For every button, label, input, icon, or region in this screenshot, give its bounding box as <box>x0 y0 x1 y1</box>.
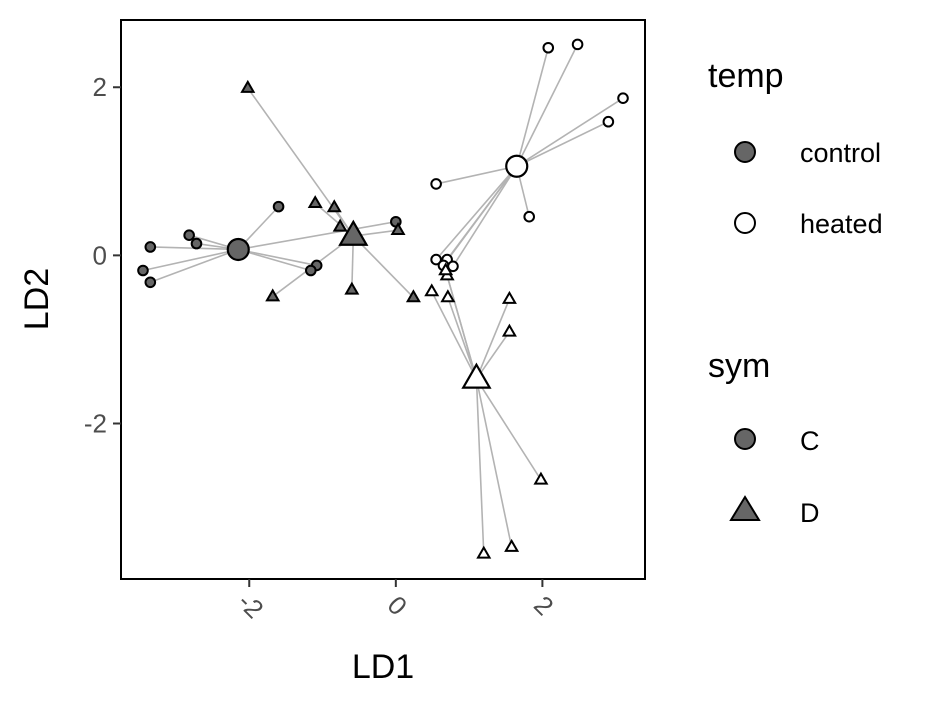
x-tick-label-2: 2 <box>528 590 559 621</box>
centroid-segments <box>142 44 624 554</box>
point-heated-D-6 <box>533 471 549 485</box>
data-points <box>137 38 629 559</box>
point-heated-D-8 <box>504 538 520 552</box>
segment-heated-D-8 <box>475 378 513 548</box>
segment-control-C-1 <box>142 248 239 272</box>
y-axis-title: LD2 <box>18 268 56 330</box>
legend-sym-title: sym <box>708 347 770 385</box>
segment-heated-D-7 <box>475 378 485 554</box>
x-axis-title: LD1 <box>352 648 414 686</box>
segment-heated-C-8 <box>442 165 518 266</box>
point-control-C-3 <box>183 229 195 241</box>
point-control-D-3 <box>332 218 348 232</box>
segment-heated-C-4 <box>435 165 517 185</box>
point-heated-C-0 <box>542 41 555 54</box>
point-control-C-5 <box>272 200 285 213</box>
point-heated-C-9 <box>447 260 459 273</box>
y-tick-label--2: -2 <box>84 408 107 438</box>
legend-c-label: C <box>800 426 820 456</box>
segment-heated-C-9 <box>452 165 518 267</box>
point-heated-C-4 <box>430 178 442 190</box>
centroid-control-C <box>226 237 250 262</box>
segment-heated-C-1 <box>516 44 579 167</box>
centroid-heated-D <box>461 362 492 389</box>
segment-heated-D-6 <box>475 378 542 481</box>
centroid-heated-C <box>505 154 529 178</box>
legend-temp: temp control heated <box>708 57 883 239</box>
x-axis: -2 0 2 <box>232 579 560 624</box>
segment-control-C-6 <box>238 248 317 267</box>
segment-heated-D-5 <box>475 331 511 380</box>
y-tick-label-0: 0 <box>93 240 107 270</box>
legend-control-marker <box>734 141 756 163</box>
point-heated-C-6 <box>430 253 442 266</box>
point-heated-D-7 <box>476 545 492 559</box>
segment-heated-C-3 <box>516 120 609 167</box>
legend-control-label: control <box>800 138 881 168</box>
point-control-D-0 <box>240 79 256 93</box>
point-control-C-7 <box>305 264 317 277</box>
legend-sym: sym C D <box>708 347 820 528</box>
point-control-D-4 <box>390 221 406 235</box>
point-heated-D-5 <box>501 323 517 337</box>
segment-heated-C-6 <box>435 165 518 261</box>
legend-c-marker <box>734 428 756 450</box>
point-heated-C-3 <box>602 115 615 128</box>
point-control-D-5 <box>265 288 281 302</box>
point-control-D-1 <box>307 195 323 209</box>
y-axis: -2 0 2 <box>84 72 121 438</box>
segment-heated-C-0 <box>515 47 550 167</box>
point-heated-C-2 <box>617 92 629 104</box>
point-heated-D-1 <box>440 289 456 303</box>
plot-panel-border <box>120 19 646 580</box>
legend-temp-title: temp <box>708 57 784 95</box>
segment-control-C-8 <box>238 220 396 251</box>
point-heated-C-5 <box>523 210 536 223</box>
segment-heated-D-3 <box>444 270 478 380</box>
point-heated-D-3 <box>438 262 454 276</box>
centroid-control-D <box>338 219 369 246</box>
point-control-C-4 <box>190 237 203 250</box>
segment-control-C-2 <box>150 248 239 284</box>
point-control-D-2 <box>326 199 342 213</box>
x-tick-label-0: 0 <box>382 590 413 621</box>
point-control-C-2 <box>144 276 157 289</box>
segment-control-D-0 <box>247 87 354 237</box>
segment-control-D-7 <box>352 235 414 298</box>
point-control-D-6 <box>344 281 360 295</box>
centroid-markers <box>226 154 529 389</box>
legend-d-label: D <box>800 498 820 528</box>
segment-heated-D-1 <box>447 297 478 380</box>
point-heated-D-4 <box>501 290 517 304</box>
legend-d-marker <box>729 495 761 521</box>
legend-heated-label: heated <box>800 209 883 239</box>
point-heated-C-1 <box>571 38 584 51</box>
point-control-C-1 <box>137 264 149 277</box>
x-tick-label--2: -2 <box>232 587 270 625</box>
point-control-D-7 <box>405 289 421 303</box>
y-tick-label-2: 2 <box>93 72 107 102</box>
legend-heated-marker <box>734 212 756 234</box>
segment-heated-D-0 <box>431 291 478 380</box>
point-heated-D-0 <box>424 283 440 297</box>
segment-heated-C-2 <box>516 97 624 167</box>
segment-control-C-7 <box>238 248 312 272</box>
point-control-C-0 <box>144 241 157 253</box>
segment-heated-D-4 <box>475 298 511 380</box>
